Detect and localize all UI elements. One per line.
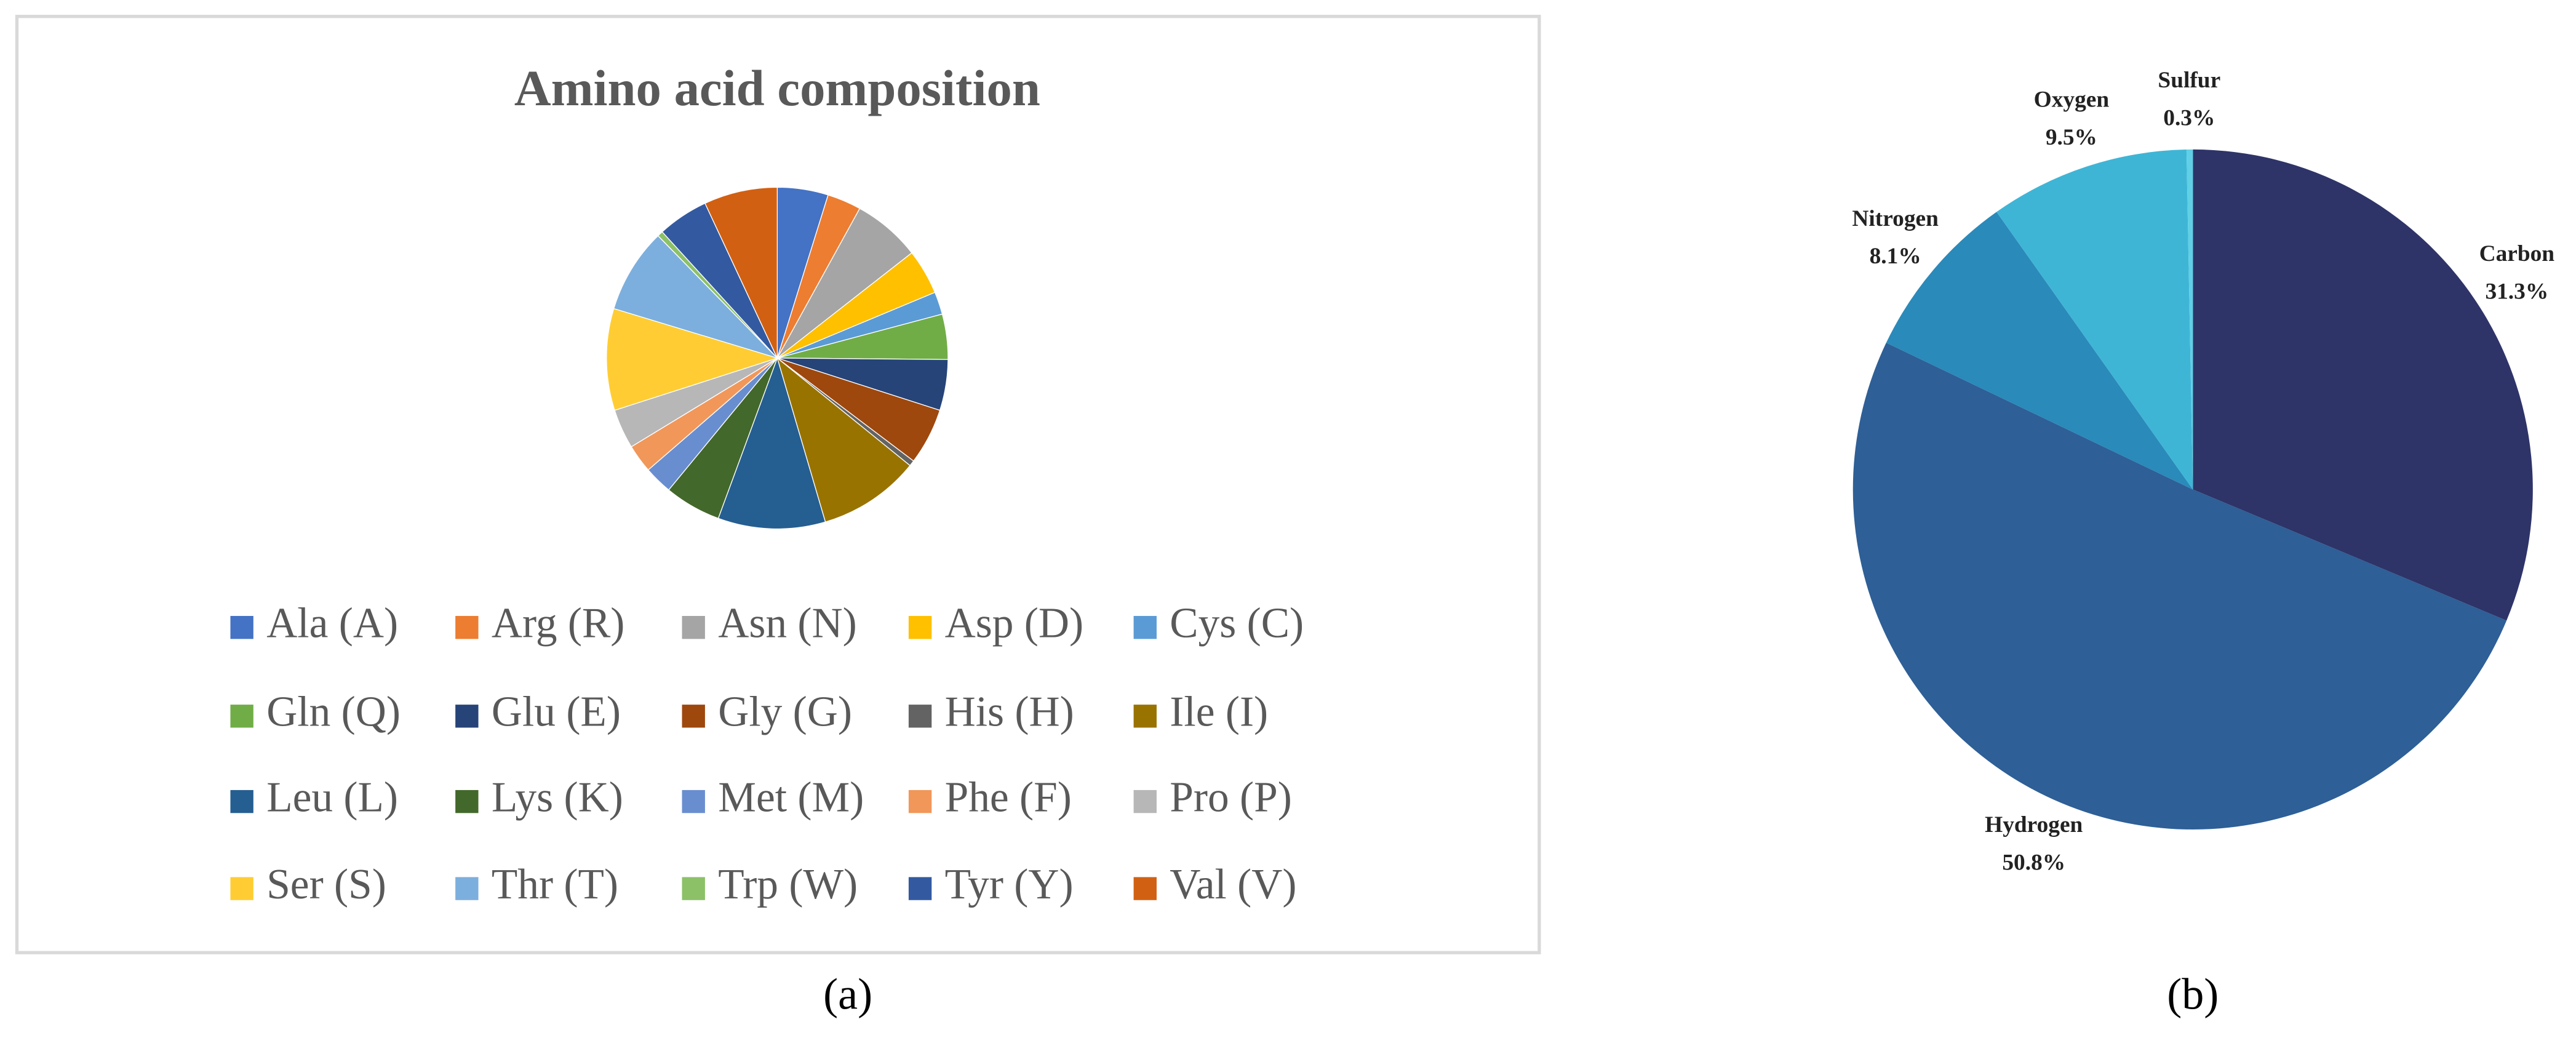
legend-swatch: [455, 789, 479, 813]
legend-swatch: [682, 705, 705, 728]
legend-label: Lys (K): [492, 774, 623, 821]
slice-value-label: 31.3%: [2485, 279, 2548, 304]
slice-label: Carbon: [2479, 241, 2555, 266]
legend-swatch: [1133, 615, 1157, 639]
legend-label: Glu (E): [492, 689, 621, 736]
legend-label: His (H): [945, 689, 1074, 736]
legend-swatch: [682, 615, 705, 639]
legend-label: Pro (P): [1170, 774, 1292, 821]
legend-swatch: [230, 877, 253, 900]
legend-swatch: [682, 789, 705, 813]
slice-value-label: 0.3%: [2163, 105, 2215, 130]
slice-label: Oxygen: [2034, 87, 2110, 113]
slice-value-label: 9.5%: [2046, 125, 2097, 150]
legend-swatch: [1133, 877, 1157, 900]
legend-label: Ile (I): [1170, 689, 1268, 736]
slice-label: Nitrogen: [1852, 206, 1939, 231]
legend-swatch: [230, 705, 253, 728]
pie-slice: [776, 357, 911, 523]
legend-swatch: [908, 615, 932, 639]
legend-label: Val (V): [1170, 861, 1296, 908]
slice-label: Sulfur: [2158, 68, 2220, 93]
legend-swatch: [908, 705, 932, 728]
pie-slice: [704, 186, 778, 359]
legend-label: Ser (S): [266, 861, 386, 908]
legend-swatch: [682, 877, 705, 900]
legend-swatch: [908, 789, 932, 813]
legend-label: Arg (R): [492, 600, 625, 647]
legend-label: Trp (W): [718, 861, 858, 908]
legend-swatch: [230, 615, 253, 639]
pie-slice: [613, 235, 778, 359]
panel-label: (b): [2167, 969, 2219, 1018]
pie-slice: [1886, 212, 2193, 490]
legend-label: Ala (A): [266, 600, 398, 647]
pie-slice: [1996, 150, 2193, 490]
pie-slice: [606, 308, 779, 411]
legend-label: Thr (T): [492, 861, 618, 908]
panel-label: (a): [823, 969, 872, 1018]
pie-slice: [776, 207, 912, 359]
slice-label: Hydrogen: [1985, 812, 2083, 837]
slice-value-label: 50.8%: [2002, 850, 2065, 875]
legend-label: Gly (G): [718, 689, 852, 736]
legend-swatch: [455, 877, 479, 900]
legend-label: Met (M): [718, 774, 864, 821]
legend-swatch: [1133, 705, 1157, 728]
legend-label: Cys (C): [1170, 600, 1304, 647]
legend-label: Leu (L): [266, 774, 398, 821]
slice-value-label: 8.1%: [1870, 244, 1921, 269]
legend-label: Gln (Q): [266, 689, 401, 736]
pie-slice: [2193, 149, 2533, 621]
pie-slice: [717, 356, 826, 530]
legend-label: Asn (N): [718, 600, 857, 647]
legend-swatch: [455, 615, 479, 639]
pie-slice: [2186, 149, 2193, 490]
legend-swatch: [908, 877, 932, 900]
legend-swatch: [455, 705, 479, 728]
legend-label: Phe (F): [945, 774, 1072, 821]
legend-label: Tyr (Y): [945, 861, 1074, 908]
legend-swatch: [1133, 789, 1157, 813]
legend-label: Asp (D): [945, 600, 1084, 647]
chart-title: Amino acid composition: [514, 60, 1040, 116]
legend-swatch: [230, 789, 253, 813]
pie-slice: [1852, 343, 2507, 829]
